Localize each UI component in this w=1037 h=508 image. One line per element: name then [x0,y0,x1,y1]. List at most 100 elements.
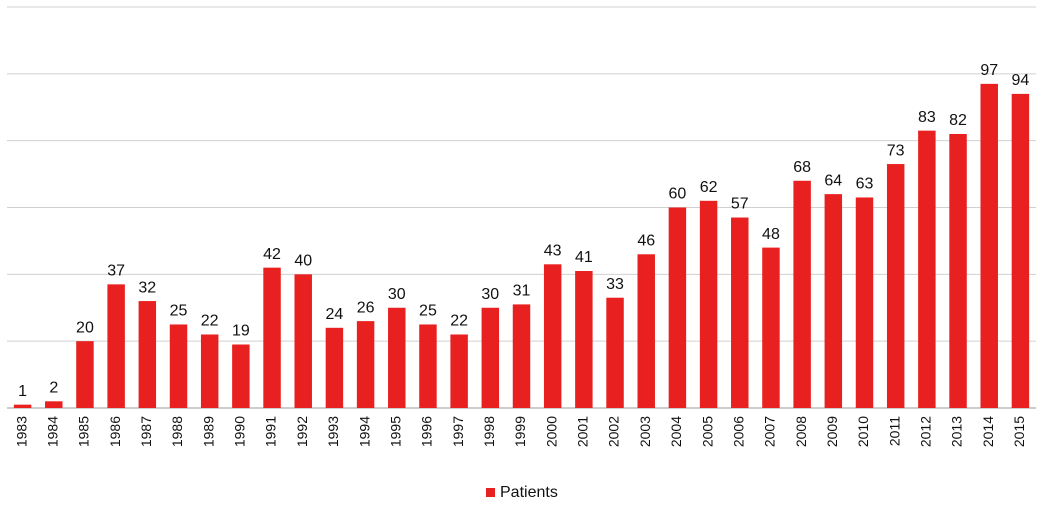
x-tick-label: 1987 [138,416,154,447]
bar [512,304,531,408]
bar [575,270,593,408]
x-tick-label: 2014 [980,416,996,447]
data-label: 63 [856,176,874,193]
x-tick-label: 1991 [263,416,279,447]
data-label: 25 [419,303,437,320]
x-tick-label: 2006 [730,416,746,447]
bar [637,254,655,408]
data-label: 31 [513,283,531,300]
x-tick-label: 2005 [699,416,715,447]
data-label: 82 [949,112,967,129]
x-tick-label: 2009 [824,416,840,447]
x-tick-label: 1999 [512,416,528,447]
data-label: 60 [669,186,687,203]
x-tick-label: 1998 [481,416,497,447]
bar [606,297,624,408]
bar [13,404,32,408]
bar [450,334,468,408]
data-label: 37 [107,263,125,280]
data-label: 48 [762,226,780,243]
x-tick-label: 2015 [1011,416,1027,447]
legend-swatch [486,488,495,497]
data-label: 22 [201,313,219,330]
x-tick-label: 2012 [918,416,934,447]
bar [668,207,687,408]
data-label: 41 [575,249,593,266]
data-label: 30 [388,286,406,303]
bar [855,197,874,408]
x-tick-label: 1990 [232,416,248,447]
data-label: 97 [980,62,998,79]
bar [356,321,375,408]
bar [107,284,125,408]
data-label: 30 [481,286,499,303]
x-tick-label: 2004 [668,416,684,447]
x-tick-label: 1983 [13,416,29,447]
x-tick-label: 2007 [762,416,778,447]
bar [886,164,905,408]
x-tick-label: 1992 [294,416,310,447]
bar [731,217,749,408]
bar [699,200,718,408]
bar [481,307,500,408]
bar [45,401,63,408]
x-tick-label: 1995 [387,416,403,447]
bar [263,267,281,408]
bar [294,274,312,408]
data-label: 32 [138,279,156,296]
data-label: 33 [606,276,624,293]
x-tick-label: 2003 [637,416,653,447]
data-label: 25 [170,303,188,320]
bar [824,194,843,408]
legend: Patients [486,484,558,501]
data-label: 83 [918,109,936,126]
x-tick-label: 2008 [793,416,809,447]
x-tick-label: 1984 [44,416,60,447]
data-label: 73 [887,142,905,159]
data-label: 62 [700,179,718,196]
bar [762,247,780,408]
bar [949,133,967,408]
bar [169,324,188,408]
data-label: 24 [326,306,344,323]
x-tick-label: 1989 [200,416,216,447]
x-tick-label: 1994 [356,416,372,447]
x-tick-label: 2011 [886,416,902,446]
bar [232,344,250,408]
bar [1011,93,1030,408]
x-tick-label: 2013 [949,416,965,447]
legend-label: Patients [500,484,558,501]
data-label: 68 [793,159,811,176]
bar [325,327,344,408]
data-label: 46 [637,233,655,250]
x-tick-label: 2001 [575,416,591,447]
data-label: 1 [18,383,27,400]
bar [980,83,998,408]
x-tick-label: 2002 [606,416,622,447]
x-tick-label: 1988 [169,416,185,447]
bar [200,334,219,408]
x-tick-label: 1996 [419,416,435,447]
bar [918,130,936,408]
data-label: 2 [49,380,58,397]
data-label: 94 [1012,72,1030,89]
data-label: 57 [731,196,749,213]
bar [419,324,437,408]
bar [543,264,562,408]
bar [138,301,157,408]
data-label: 20 [76,319,94,336]
data-label: 64 [824,172,842,189]
data-label: 42 [263,246,281,263]
data-label: 40 [294,253,312,270]
bar [793,180,811,408]
data-label: 43 [544,243,562,260]
x-tick-label: 1993 [325,416,341,447]
bar [388,307,406,408]
data-label: 22 [450,313,468,330]
x-tick-label: 2000 [543,416,559,447]
data-label: 19 [232,323,250,340]
x-tick-label: 1997 [450,416,466,447]
x-tick-label: 1986 [107,416,123,447]
data-label: 26 [357,299,375,316]
